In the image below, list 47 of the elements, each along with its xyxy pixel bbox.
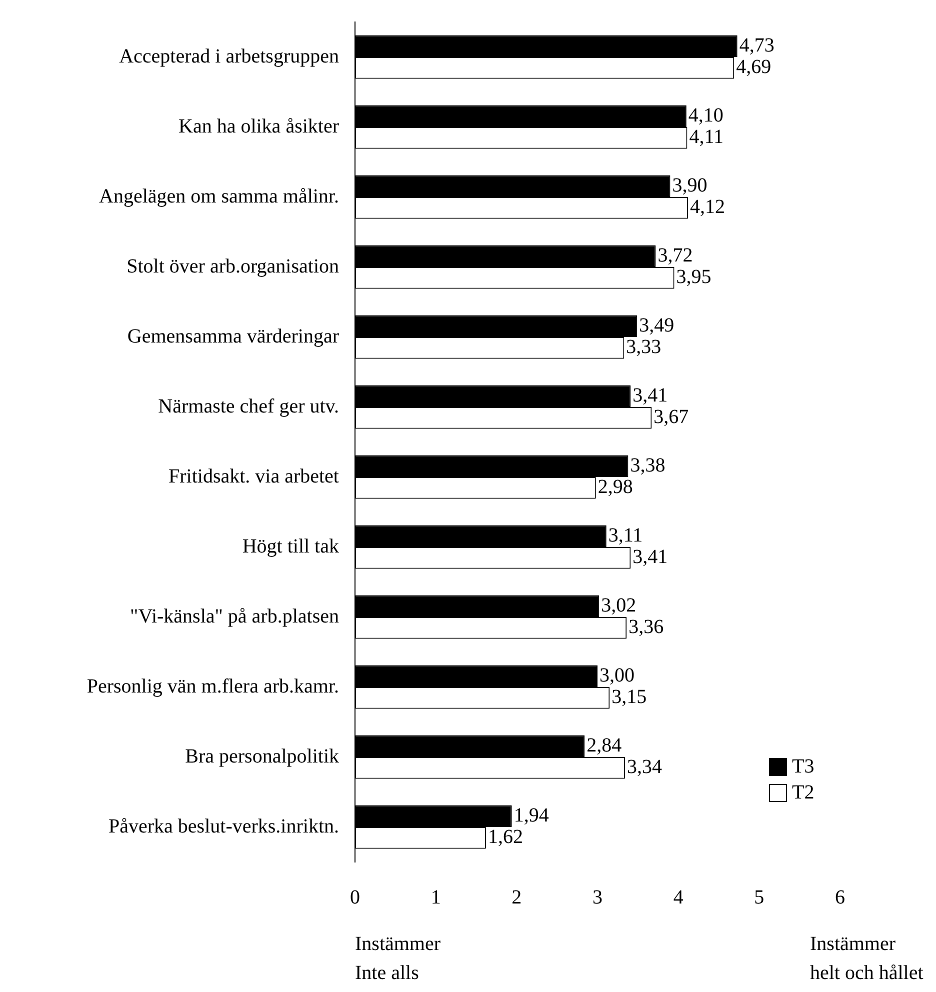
legend-label: T3 xyxy=(792,755,814,778)
data-label: 1,62 xyxy=(488,826,523,848)
data-label: 4,12 xyxy=(690,196,726,218)
data-label: 3,02 xyxy=(601,594,636,616)
x-tick-label: 3 xyxy=(592,886,602,908)
data-label: 3,34 xyxy=(626,756,662,778)
y-tick-label: Accepterad i arbetsgruppen xyxy=(119,45,339,68)
text: Instämmer helt och hållet xyxy=(810,932,924,986)
data-label: 3,00 xyxy=(600,664,634,686)
y-tick-label: Gemensamma värderingar xyxy=(127,325,340,348)
y-tick-label: Fritidsakt. via arbetet xyxy=(168,465,340,488)
data-label: 4,73 xyxy=(739,34,774,56)
data-label: 3,95 xyxy=(676,266,712,288)
y-tick-label: Kan ha olika åsikter xyxy=(178,115,340,138)
x-tick-label: 0 xyxy=(350,886,360,908)
data-label: 3,72 xyxy=(658,244,693,266)
data-label: 3,38 xyxy=(630,454,666,476)
y-tick-label: Angelägen om samma målinr. xyxy=(99,185,339,208)
legend-label: T2 xyxy=(792,781,814,804)
data-label: 2,84 xyxy=(586,734,622,756)
y-tick-label: "Vi-känsla" på arb.platsen xyxy=(130,605,339,628)
y-tick-label: Personlig vän m.flera arb.kamr. xyxy=(86,675,339,698)
data-label: 3,49 xyxy=(639,314,674,336)
data-label: 3,90 xyxy=(672,174,708,196)
y-tick-label: Påverka beslut-verks.inriktn. xyxy=(108,815,339,838)
text: Instämmer Inte alls xyxy=(355,932,441,986)
y-tick-label: Högt till tak xyxy=(242,535,339,558)
data-label: 3,67 xyxy=(654,406,689,428)
x-tick-label: 2 xyxy=(512,886,522,908)
data-label: 3,41 xyxy=(632,546,668,568)
y-tick-label: Stolt över arb.organisation xyxy=(126,255,339,278)
x-tick-label: 4 xyxy=(673,886,684,908)
data-label: 3,11 xyxy=(608,524,643,546)
data-label: 3,41 xyxy=(632,384,668,406)
x-tick-label: 6 xyxy=(835,886,845,908)
data-label: 2,98 xyxy=(598,476,633,498)
data-label: 3,33 xyxy=(626,336,662,358)
data-label: 4,11 xyxy=(689,126,724,148)
data-label: 1,94 xyxy=(514,804,549,826)
x-tick-label: 1 xyxy=(430,886,441,908)
y-tick-label: Närmaste chef ger utv. xyxy=(158,395,339,418)
data-label: 4,69 xyxy=(736,56,772,78)
x-tick-label: 5 xyxy=(754,886,764,908)
data-label: 3,36 xyxy=(628,616,664,638)
data-label: 4,10 xyxy=(688,104,724,126)
data-label: 3,15 xyxy=(612,686,647,708)
y-tick-label: Bra personalpolitik xyxy=(185,745,339,768)
